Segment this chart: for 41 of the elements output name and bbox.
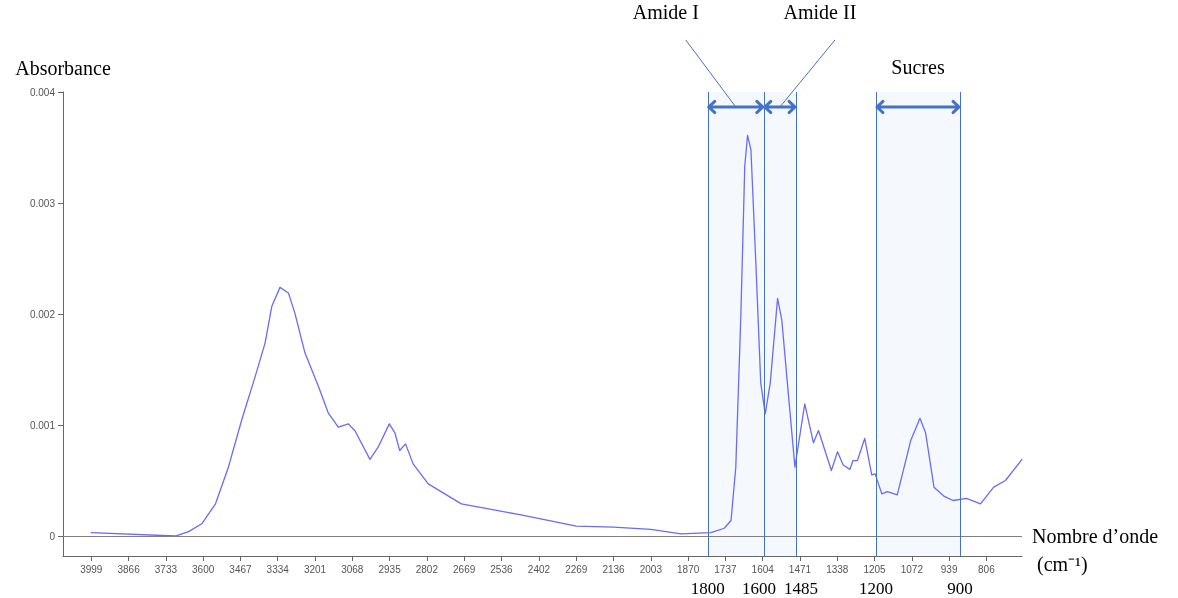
- x-tick-label: 939: [940, 563, 958, 575]
- x-tick-label: 2269: [565, 563, 588, 575]
- x-tick-label: 1338: [826, 563, 849, 575]
- x-tick-label: 1737: [714, 563, 737, 575]
- ref-line-label: 1485: [783, 579, 818, 598]
- ref-line-label: 1600: [741, 579, 776, 598]
- x-tick-label: 3999: [80, 563, 103, 575]
- band-label: Amide I: [632, 1, 699, 23]
- y-tick-label: 0.001: [29, 419, 56, 431]
- x-tick-label: 3600: [192, 563, 215, 575]
- x-tick-label: 1870: [677, 563, 700, 575]
- x-tick-label: 2802: [415, 563, 439, 575]
- x-tick-label: 1604: [751, 563, 775, 575]
- x-tick-label: 1205: [863, 563, 887, 575]
- y-tick-label: 0.004: [29, 86, 56, 98]
- x-tick-label: 2003: [639, 563, 663, 575]
- x-tick-label: 2669: [453, 563, 476, 575]
- x-tick-label: 3201: [303, 563, 327, 575]
- ref-line-label: 1800: [690, 579, 725, 598]
- x-axis-title: Nombre d’onde (cm⁻¹): [1032, 525, 1159, 576]
- x-tick-label: 3733: [154, 563, 178, 575]
- x-tick-label: 2935: [378, 563, 402, 575]
- y-tick-label: 0.002: [29, 308, 56, 320]
- line-series: [90, 134, 1023, 537]
- ref-line-label: 900: [947, 579, 973, 598]
- x-tick-label: 1471: [788, 563, 812, 575]
- y-axis-title: Absorbance: [15, 57, 111, 79]
- x-tick-label: 3866: [117, 563, 141, 575]
- x-tick-label: 3068: [341, 563, 364, 575]
- x-tick-label: 2402: [527, 563, 551, 575]
- x-tick-label: 2136: [602, 563, 626, 575]
- x-tick-label: 806: [978, 563, 996, 575]
- x-tick-label: 3334: [266, 563, 290, 575]
- x-tick-label: 3467: [229, 563, 253, 575]
- ref-line-label: 1200: [858, 579, 893, 598]
- band-label: Amide II: [783, 1, 857, 23]
- x-tick-label: 2536: [490, 563, 513, 575]
- y-tick-label: 0: [49, 530, 56, 542]
- x-tick-label: 1072: [900, 563, 924, 575]
- band-label: Sucres: [891, 56, 945, 78]
- y-tick-label: 0.003: [29, 197, 56, 209]
